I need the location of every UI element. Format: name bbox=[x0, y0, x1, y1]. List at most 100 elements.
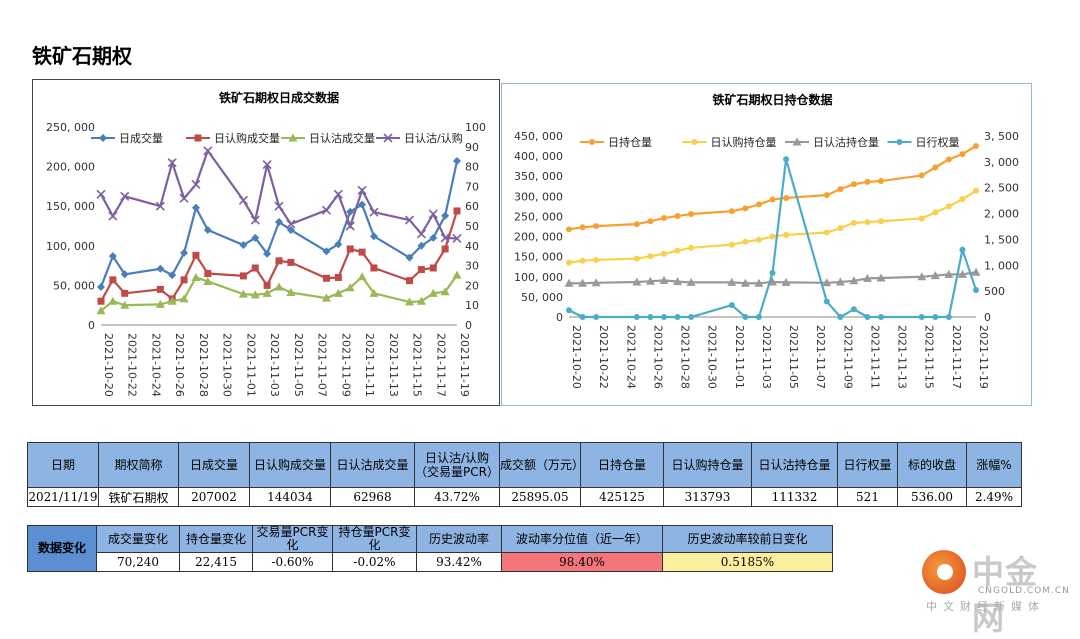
legend-marker bbox=[383, 133, 393, 143]
data-point bbox=[120, 191, 130, 201]
data-point bbox=[429, 233, 438, 242]
legend-label: 日认购持仓量 bbox=[711, 135, 777, 149]
data-point bbox=[566, 307, 572, 314]
data-point bbox=[754, 278, 764, 287]
header-open-interest: 日持仓量 bbox=[580, 442, 664, 488]
data-point bbox=[918, 215, 925, 222]
data-point bbox=[108, 252, 117, 261]
data-point bbox=[674, 213, 681, 220]
data-point bbox=[688, 244, 695, 251]
data-point bbox=[973, 143, 979, 150]
data-point bbox=[440, 233, 450, 243]
data-point bbox=[191, 203, 200, 212]
data-point bbox=[192, 251, 200, 259]
legend-label: 日认沽成交量 bbox=[309, 131, 375, 145]
legend-label: 日认购成交量 bbox=[214, 131, 280, 145]
data-point bbox=[239, 272, 247, 280]
daily-volume-chart: 铁矿石期权日成交数据 0 50, 000 100, 000 150, 000 200, 0… bbox=[32, 79, 500, 406]
value-change-pct: 2.49% bbox=[966, 487, 1022, 507]
page-title: 铁矿石期权 bbox=[32, 44, 132, 68]
x-tick-label: 2021-11-17 bbox=[434, 333, 447, 397]
value-call-volume: 144034 bbox=[249, 487, 331, 507]
data-point bbox=[108, 296, 118, 305]
data-point bbox=[878, 218, 885, 225]
data-point bbox=[823, 192, 830, 199]
data-point bbox=[346, 245, 354, 253]
x-tick-label: 2021-11-19 bbox=[977, 325, 990, 389]
data-point bbox=[369, 207, 379, 217]
data-point bbox=[180, 248, 189, 257]
x-tick-label: 2021-11-11 bbox=[363, 333, 376, 397]
data-point bbox=[405, 253, 414, 262]
data-point bbox=[973, 187, 979, 194]
data-point bbox=[917, 272, 927, 281]
data-point bbox=[579, 314, 586, 320]
header-daily-volume: 日成交量 bbox=[178, 442, 250, 488]
x-tick-label: 2021-10-26 bbox=[651, 325, 664, 389]
data-point bbox=[429, 264, 437, 272]
series-line bbox=[100, 274, 458, 312]
header-oi-pcr-change: 持仓量PCR变化 bbox=[332, 525, 417, 553]
data-point bbox=[441, 245, 449, 253]
data-point bbox=[358, 248, 366, 256]
y-right-tick-label: 3, 500 bbox=[984, 130, 1019, 143]
x-tick-label: 2021-11-13 bbox=[896, 325, 909, 389]
data-point bbox=[156, 285, 164, 293]
header-call-oi: 日认购持仓量 bbox=[663, 442, 752, 488]
data-point bbox=[945, 203, 952, 210]
data-point bbox=[932, 314, 939, 320]
data-point bbox=[647, 314, 654, 320]
legend-marker bbox=[589, 139, 595, 145]
data-point bbox=[593, 256, 600, 263]
data-point bbox=[96, 189, 106, 199]
data-point bbox=[453, 157, 461, 166]
data-point bbox=[416, 229, 426, 239]
value-volume-pcr-change: -0.60% bbox=[252, 552, 333, 572]
data-point bbox=[416, 296, 426, 305]
value-volume-change: 70,240 bbox=[96, 552, 180, 572]
data-point bbox=[674, 314, 681, 320]
y-left-tick-label: 50, 000 bbox=[53, 279, 95, 292]
data-point bbox=[369, 232, 378, 241]
x-tick-label: 2021-10-24 bbox=[149, 333, 162, 397]
data-point bbox=[167, 158, 177, 168]
x-tick-label: 2021-10-22 bbox=[126, 333, 139, 397]
data-point bbox=[406, 277, 414, 285]
data-point bbox=[850, 306, 857, 313]
data-point bbox=[417, 266, 425, 274]
header-change-pct: 涨幅% bbox=[966, 442, 1022, 488]
data-point bbox=[578, 278, 588, 287]
data-point bbox=[251, 233, 260, 242]
data-point bbox=[932, 209, 939, 216]
data-point bbox=[97, 282, 105, 291]
header-call-volume: 日认购成交量 bbox=[249, 442, 331, 488]
data-point bbox=[333, 189, 343, 199]
data-point bbox=[238, 195, 248, 205]
data-point bbox=[250, 290, 260, 299]
header-volatility-percentile: 波动率分位值（近一年） bbox=[501, 525, 663, 553]
data-point bbox=[203, 146, 213, 156]
chart-title: 铁矿石期权日持仓数据 bbox=[712, 92, 832, 107]
data-point bbox=[96, 306, 106, 315]
data-point bbox=[405, 297, 415, 306]
data-point bbox=[239, 241, 248, 250]
data-point bbox=[440, 287, 450, 296]
data-point bbox=[944, 269, 954, 278]
value-oi-change: 22,415 bbox=[179, 552, 253, 572]
data-point bbox=[823, 298, 830, 305]
data-point bbox=[755, 201, 762, 208]
data-point bbox=[274, 282, 284, 291]
data-point bbox=[274, 201, 284, 211]
value-date: 2021/11/19 bbox=[27, 487, 99, 507]
x-tick-label: 2021-11-17 bbox=[950, 325, 963, 389]
data-point bbox=[286, 219, 296, 229]
data-point bbox=[945, 314, 952, 320]
legend-label: 日持仓量 bbox=[608, 135, 652, 149]
data-point bbox=[321, 293, 331, 302]
data-point bbox=[591, 278, 601, 287]
header-option-name: 期权简称 bbox=[98, 442, 179, 488]
logo-emblem-icon bbox=[922, 550, 966, 594]
y-right-tick-label: 1, 500 bbox=[984, 233, 1019, 246]
legend-label: 日行权量 bbox=[916, 136, 960, 149]
x-tick-label: 2021-11-05 bbox=[787, 325, 800, 389]
